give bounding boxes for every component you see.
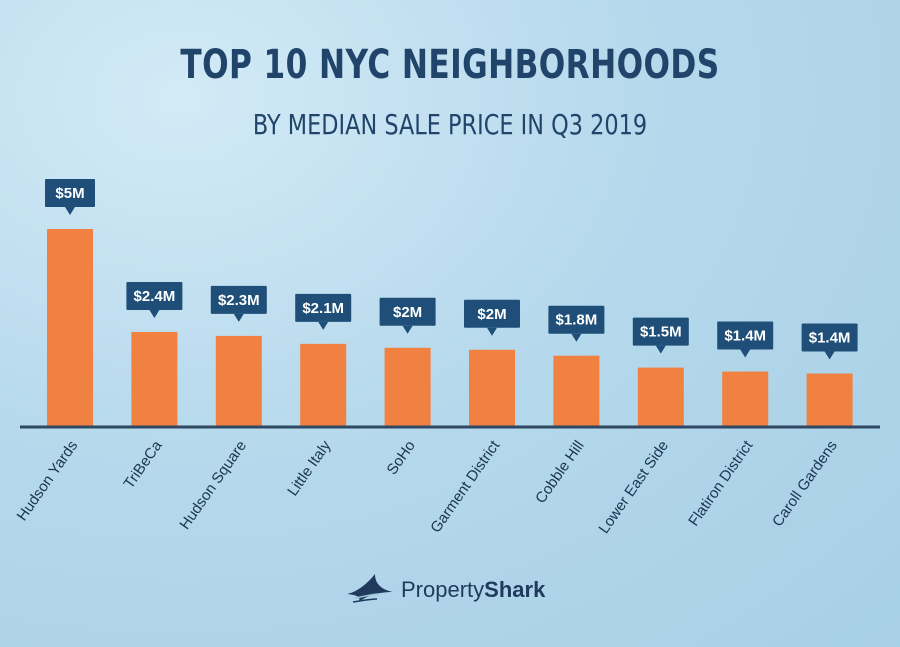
brand-name-part2: Shark (484, 577, 546, 602)
x-tick-label-4: Little Italy (284, 437, 335, 499)
x-tick-label-8: Lower East Side (595, 438, 672, 537)
brand-logo: PropertyShark (345, 572, 545, 608)
data-label-pointer-4 (318, 321, 329, 330)
data-label-pointer-5 (402, 325, 413, 334)
x-tick-label-3: Hudson Square (176, 438, 250, 533)
data-label-pointer-1 (65, 207, 75, 215)
data-label-5: $2M (393, 304, 422, 321)
chart-subtitle: BY MEDIAN SALE PRICE IN Q3 2019 (252, 108, 648, 141)
x-tick-label-7: Cobble Hill (532, 438, 588, 507)
data-label-2: $2.4M (134, 288, 176, 305)
data-label-box-9 (717, 321, 774, 350)
bar-5 (384, 347, 431, 427)
bar-6 (469, 349, 515, 427)
data-label-box-4 (295, 293, 352, 322)
x-tick-label-5: SoHo (383, 438, 418, 478)
brand-name-part1: Property (401, 577, 485, 602)
data-label-9: $1.4M (724, 328, 766, 345)
shark-fin-icon (347, 574, 393, 603)
data-label-10: $1.4M (809, 330, 851, 347)
data-label-pointer-6 (487, 327, 497, 336)
bar-3 (215, 335, 262, 427)
data-label-pointer-2 (149, 309, 160, 318)
data-label-box-7 (548, 305, 605, 334)
data-label-8: $1.5M (640, 324, 682, 341)
data-label-4: $2.1M (302, 300, 344, 317)
bar-10 (806, 373, 853, 427)
data-label-pointer-7 (571, 333, 582, 342)
data-label-box-5 (379, 297, 436, 326)
data-label-6: $2M (477, 306, 506, 323)
data-label-pointer-9 (740, 349, 751, 358)
x-tick-label-6: Garment District (427, 437, 504, 536)
x-tick-label-10: Caroll Gardens (769, 438, 841, 530)
data-label-pointer-10 (824, 351, 835, 360)
chart-title: TOP 10 NYC NEIGHBORHOODS (180, 42, 720, 88)
bar-9 (722, 371, 769, 427)
x-tick-label-1: Hudson Yards (14, 438, 82, 524)
data-label-box-2 (126, 281, 183, 310)
data-label-7: $1.8M (556, 312, 598, 329)
bar-7 (553, 355, 600, 427)
x-tick-label-2: TriBeCa (121, 437, 167, 492)
data-label-box-6 (464, 299, 520, 328)
x-tick-label-9: Flatiron District (685, 437, 757, 529)
data-label-box-10 (801, 323, 858, 352)
data-label-1: $5M (55, 185, 84, 202)
data-label-box-1 (45, 179, 95, 207)
bar-8 (637, 367, 684, 427)
data-label-pointer-3 (233, 313, 244, 322)
bar-2 (131, 331, 178, 427)
data-label-box-3 (210, 285, 267, 314)
bar-4 (300, 343, 347, 427)
bar-1 (47, 229, 93, 427)
data-label-3: $2.3M (218, 292, 260, 309)
data-label-pointer-8 (655, 345, 666, 354)
data-label-box-8 (632, 317, 689, 346)
